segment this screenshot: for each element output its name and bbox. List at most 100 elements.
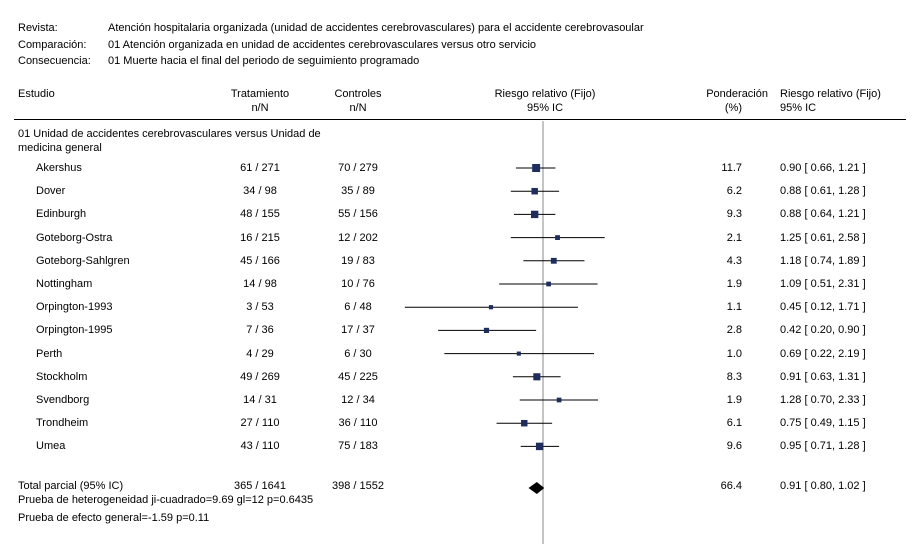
study-weight: 6.2	[726, 185, 742, 198]
outcome-value: 01 Muerte hacia el final del periodo de …	[108, 55, 420, 67]
study-treatment: 3 / 53	[246, 301, 274, 314]
study-name: Orpington-1993	[36, 301, 113, 314]
study-weight: 9.6	[726, 440, 742, 453]
total-ci-text: 0.91 [ 0.80, 1.02 ]	[780, 480, 866, 492]
study-name: Orpington-1995	[36, 324, 113, 337]
effect-square	[488, 305, 494, 310]
review-label: Revista:	[18, 22, 58, 34]
study-treatment: 49 / 269	[240, 370, 280, 383]
study-weight: 6.1	[726, 417, 742, 430]
col-rr-plot: Riesgo relativo (Fijo)	[494, 88, 596, 100]
study-ci-text: 0.90 [ 0.66, 1.21 ]	[780, 162, 866, 174]
study-control: 55 / 156	[338, 208, 378, 221]
effect-square	[532, 164, 541, 172]
study-ci-text: 1.25 [ 0.61, 2.58 ]	[780, 231, 866, 244]
study-weight: 1.1	[726, 301, 742, 314]
effect-square	[546, 281, 551, 287]
study-ci-text: 0.75 [ 0.49, 1.15 ]	[780, 417, 866, 430]
col-rr-plot-sub: 95% IC	[526, 102, 564, 114]
study-name: Perth	[36, 347, 63, 360]
study-ci-text: 0.69 [ 0.22, 2.19 ]	[780, 347, 866, 360]
study-control: 35 / 89	[341, 185, 375, 198]
study-name: Goteborg-Ostra	[36, 231, 113, 244]
effect-square	[516, 351, 521, 356]
study-treatment: 34 / 98	[243, 185, 277, 198]
study-weight: 4.3	[726, 254, 742, 267]
study-control: 10 / 76	[341, 278, 375, 290]
study-ci-text: 1.18 [ 0.74, 1.89 ]	[780, 254, 866, 267]
review-value: Atención hospitalaria organizada (unidad…	[108, 22, 644, 34]
col-rr-text: Riesgo relativo (Fijo)	[780, 88, 881, 100]
study-weight: 2.1	[726, 231, 742, 244]
study-treatment: 48 / 155	[240, 208, 280, 221]
total-control: 398 / 1552	[332, 480, 384, 492]
study-ci-text: 1.09 [ 0.51, 2.31 ]	[780, 278, 866, 290]
effect-square	[556, 397, 562, 403]
study-name: Dover	[36, 185, 66, 198]
effect-square	[530, 210, 539, 219]
study-ci-text: 1.28 [ 0.70, 2.33 ]	[780, 394, 866, 406]
study-weight: 1.0	[726, 347, 742, 360]
effect-square	[483, 327, 490, 333]
study-name: Goteborg-Sahlgren	[36, 254, 130, 267]
total-weight: 66.4	[720, 480, 742, 492]
study-control: 75 / 183	[338, 440, 378, 453]
study-ci-text: 0.42 [ 0.20, 0.90 ]	[780, 324, 866, 337]
study-weight: 2.8	[726, 324, 742, 337]
study-ci-text: 0.91 [ 0.63, 1.31 ]	[780, 370, 866, 383]
study-name: Nottingham	[36, 278, 93, 290]
overall-effect-test: Prueba de efecto general=-1.59 p=0.11	[18, 512, 210, 524]
study-weight: 1.9	[726, 278, 742, 290]
study-name: Umea	[36, 440, 66, 453]
study-name: Edinburgh	[36, 208, 87, 221]
outcome-label: Consecuencia:	[18, 55, 91, 67]
study-ci-text: 0.95 [ 0.71, 1.28 ]	[780, 440, 866, 453]
study-treatment: 7 / 36	[246, 324, 274, 337]
heterogeneity-test: Prueba de heterogeneidad ji-cuadrado=9.6…	[18, 494, 314, 506]
total-treatment: 365 / 1641	[234, 480, 286, 492]
subgroup-title-cont: medicina general	[18, 142, 102, 154]
pooled-diamond	[528, 482, 545, 494]
total-label: Total parcial (95% IC)	[18, 480, 124, 492]
comparison-value: 01 Atención organizada en unidad de acci…	[108, 39, 537, 51]
study-control: 19 / 83	[341, 254, 375, 267]
study-control: 70 / 279	[338, 162, 378, 174]
study-control: 12 / 34	[341, 394, 375, 406]
study-treatment: 61 / 271	[240, 162, 280, 174]
study-name: Trondheim	[36, 417, 89, 430]
col-weight: Ponderación	[706, 88, 768, 100]
study-weight: 1.9	[726, 394, 742, 406]
study-weight: 11.7	[721, 162, 742, 174]
study-treatment: 45 / 166	[240, 254, 280, 267]
study-treatment: 27 / 110	[240, 417, 280, 430]
study-control: 6 / 48	[344, 301, 372, 314]
study-ci-text: 0.88 [ 0.64, 1.21 ]	[780, 208, 866, 221]
study-name: Stockholm	[36, 370, 88, 383]
study-control: 17 / 37	[341, 324, 375, 337]
effect-square	[550, 257, 557, 264]
col-rr-text-sub: 95% IC	[780, 102, 817, 114]
col-control: Controles	[334, 88, 382, 100]
study-treatment: 43 / 110	[240, 440, 280, 453]
study-treatment: 14 / 98	[243, 278, 277, 290]
study-control: 45 / 225	[338, 370, 378, 383]
col-weight-sub: (%)	[724, 102, 742, 114]
effect-square	[533, 373, 541, 381]
col-study: Estudio	[18, 88, 55, 100]
col-control-sub: n/N	[349, 102, 367, 114]
study-ci-text: 0.88 [ 0.61, 1.28 ]	[780, 185, 866, 198]
study-treatment: 4 / 29	[246, 347, 274, 360]
study-name: Svendborg	[36, 394, 90, 406]
study-weight: 8.3	[726, 370, 742, 383]
header-divider	[14, 119, 906, 120]
effect-square	[521, 419, 528, 427]
col-treatment: Tratamiento	[230, 88, 290, 100]
study-treatment: 14 / 31	[243, 394, 277, 406]
study-control: 12 / 202	[338, 231, 378, 244]
study-weight: 9.3	[726, 208, 742, 221]
effect-square	[535, 442, 544, 451]
subgroup-title: 01 Unidad de accidentes cerebrovasculare…	[18, 128, 321, 140]
study-control: 6 / 30	[344, 347, 372, 360]
col-treatment-sub: n/N	[251, 102, 269, 114]
